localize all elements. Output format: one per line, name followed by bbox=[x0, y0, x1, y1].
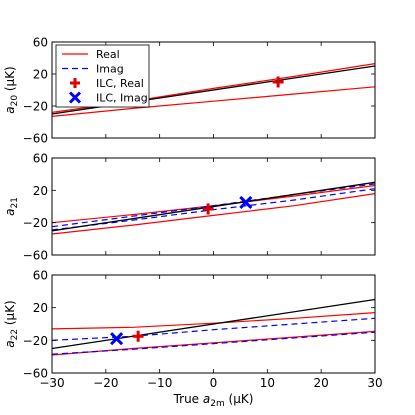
x-axis-label-symbol: a bbox=[203, 392, 210, 406]
real-band-upper-line bbox=[52, 184, 375, 224]
legend-label: Imag bbox=[96, 63, 124, 76]
x-tick-label: 0 bbox=[210, 376, 218, 390]
x-tick-label: 10 bbox=[260, 376, 275, 390]
y-tick-label: −60 bbox=[23, 249, 48, 263]
ilc-imag-marker-d2 bbox=[239, 195, 253, 210]
y-axis-label: a20 (μK) bbox=[3, 66, 20, 114]
x-tick-label: −20 bbox=[93, 376, 118, 390]
truth-line bbox=[52, 181, 375, 232]
y-tick-label: −60 bbox=[23, 367, 48, 381]
y-tick-label: −20 bbox=[23, 100, 48, 114]
imag-band-upper-line bbox=[52, 317, 375, 341]
ilc-imag-marker-d2 bbox=[110, 332, 124, 346]
x-tick-label: 20 bbox=[314, 376, 329, 390]
imag-band-upper-line bbox=[52, 183, 375, 228]
y-tick-label: 60 bbox=[33, 269, 48, 283]
real-band-lower-line bbox=[52, 86, 375, 117]
y-axis-label-symbol: a bbox=[3, 106, 17, 113]
y-axis-label-unit: (μK) bbox=[3, 66, 17, 95]
plot-area bbox=[52, 298, 375, 356]
x-tick-label: −10 bbox=[147, 376, 172, 390]
y-axis-label-subscript: 21 bbox=[10, 197, 20, 208]
y-tick-label: 60 bbox=[33, 152, 48, 166]
y-tick-label: 20 bbox=[33, 184, 48, 198]
x-axis-label-subscript: 2m bbox=[210, 399, 225, 409]
y-axis-label-symbol: a bbox=[3, 340, 17, 347]
real-band-lower-line bbox=[52, 193, 375, 235]
y-tick-label: 20 bbox=[33, 68, 48, 82]
panel-middle: −60 −20 20 60 a21 bbox=[3, 152, 376, 263]
imag-band-lower-line bbox=[52, 331, 375, 355]
x-tick-label: 30 bbox=[367, 376, 382, 390]
y-axis-label-unit: (μK) bbox=[3, 300, 17, 329]
y-tick-label: 60 bbox=[33, 36, 48, 50]
y-tick-label: −20 bbox=[23, 216, 48, 230]
legend-frame bbox=[55, 44, 150, 108]
truth-line bbox=[52, 298, 375, 350]
legend-ilc-imag-swatch-d2 bbox=[68, 91, 82, 104]
y-tick-label: 20 bbox=[33, 301, 48, 315]
real-band-upper-line bbox=[52, 312, 375, 330]
y-axis-label-subscript: 22 bbox=[10, 329, 20, 340]
x-axis-label-text: True bbox=[173, 392, 203, 406]
x-axis-label-unit: (μK) bbox=[225, 392, 254, 406]
x-tick-label: −30 bbox=[39, 376, 64, 390]
y-axis-label-subscript: 20 bbox=[10, 95, 20, 107]
legend-label: Real bbox=[96, 48, 120, 61]
y-axis-label: a21 bbox=[3, 197, 20, 216]
legend-label: ILC, Real bbox=[96, 77, 144, 90]
x-axis-label: True a2m (μK) bbox=[173, 392, 254, 409]
y-tick-label: −20 bbox=[23, 334, 48, 348]
legend-label: ILC, Imag bbox=[96, 92, 148, 105]
y-tick-label: −60 bbox=[23, 132, 48, 146]
y-axis-label-symbol: a bbox=[3, 209, 17, 216]
y-axis-label: a22 (μK) bbox=[3, 300, 20, 348]
